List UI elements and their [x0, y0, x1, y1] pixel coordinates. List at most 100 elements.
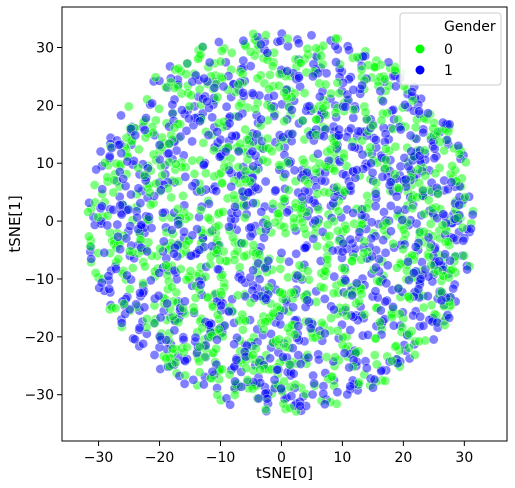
scatter-point-gender-0 — [284, 403, 295, 413]
scatter-point-gender-0 — [407, 203, 418, 214]
scatter-point-gender-0 — [454, 149, 465, 159]
scatter-point-gender-0 — [217, 364, 228, 375]
scatter-point-gender-0 — [268, 307, 279, 318]
scatter-point-gender-1 — [377, 171, 388, 182]
legend-items: 01 — [415, 42, 453, 79]
scatter-point-gender-0 — [321, 162, 332, 172]
scatter-point-gender-1 — [139, 125, 150, 135]
scatter-point-gender-1 — [143, 211, 154, 222]
scatter-point-gender-1 — [220, 146, 231, 157]
scatter-point-gender-0 — [247, 350, 258, 360]
scatter-point-gender-1 — [414, 106, 424, 117]
scatter-point-gender-1 — [281, 207, 292, 218]
scatter-point-gender-0 — [85, 241, 96, 252]
scatter-point-gender-0 — [213, 220, 224, 231]
scatter-point-gender-1 — [345, 181, 356, 191]
scatter-point-gender-0 — [328, 288, 339, 299]
scatter-point-gender-1 — [422, 291, 433, 301]
scatter-point-gender-0 — [195, 205, 206, 215]
scatter-point-gender-0 — [234, 262, 245, 273]
scatter-point-gender-1 — [99, 247, 110, 258]
scatter-point-gender-1 — [278, 351, 288, 362]
scatter-point-gender-0 — [324, 230, 335, 241]
scatter-point-gender-1 — [123, 204, 134, 215]
scatter-point-gender-1 — [381, 278, 392, 289]
scatter-point-gender-1 — [190, 332, 201, 343]
scatter-point-gender-1 — [86, 253, 97, 264]
scatter-point-gender-0 — [295, 58, 306, 68]
scatter-point-gender-0 — [332, 325, 343, 336]
scatter-point-gender-1 — [332, 387, 343, 397]
scatter-point-gender-1 — [397, 215, 408, 225]
scatter-point-gender-0 — [252, 73, 263, 84]
scatter-point-gender-1 — [260, 176, 271, 187]
scatter-point-gender-1 — [186, 250, 197, 261]
scatter-point-gender-0 — [274, 160, 285, 170]
scatter-point-gender-0 — [318, 103, 328, 114]
scatter-point-gender-1 — [446, 177, 457, 188]
legend: Gender 01 — [399, 12, 502, 86]
scatter-point-gender-0 — [205, 227, 215, 238]
scatter-point-gender-1 — [293, 321, 304, 332]
scatter-point-gender-1 — [297, 191, 307, 202]
scatter-point-gender-0 — [369, 62, 380, 73]
scatter-point-gender-0 — [325, 88, 336, 99]
scatter-point-gender-0 — [184, 101, 195, 112]
scatter-point-gender-0 — [83, 207, 93, 217]
scatter-point-gender-1 — [388, 320, 399, 331]
scatter-point-gender-0 — [173, 317, 184, 328]
scatter-point-gender-1 — [287, 128, 298, 139]
scatter-point-gender-0 — [299, 157, 310, 168]
scatter-point-gender-1 — [286, 105, 297, 115]
scatter-point-gender-0 — [268, 198, 278, 209]
scatter-point-gender-1 — [294, 72, 304, 83]
scatter-point-gender-0 — [354, 377, 364, 388]
scatter-point-gender-0 — [289, 329, 300, 340]
scatter-point-gender-0 — [237, 324, 248, 335]
scatter-point-gender-0 — [267, 146, 277, 157]
scatter-point-gender-1 — [153, 290, 164, 301]
scatter-point-gender-1 — [233, 111, 244, 122]
scatter-point-gender-0 — [150, 72, 161, 83]
scatter-point-gender-1 — [262, 393, 273, 404]
scatter-point-gender-0 — [170, 159, 181, 169]
scatter-point-gender-1 — [399, 99, 410, 110]
scatter-point-gender-0 — [139, 170, 150, 181]
scatter-point-gender-1 — [328, 304, 339, 315]
scatter-point-gender-1 — [319, 293, 330, 304]
scatter-point-gender-1 — [418, 127, 429, 138]
scatter-point-gender-1 — [221, 101, 232, 112]
scatter-point-gender-0 — [460, 192, 470, 203]
scatter-point-gender-1 — [366, 158, 376, 169]
scatter-point-gender-0 — [198, 137, 209, 148]
scatter-point-gender-0 — [178, 190, 188, 201]
scatter-point-gender-1 — [225, 399, 235, 410]
scatter-point-gender-0 — [239, 251, 249, 262]
scatter-point-gender-0 — [124, 246, 135, 257]
scatter-point-gender-0 — [425, 242, 435, 253]
scatter-point-gender-0 — [330, 33, 341, 44]
scatter-point-gender-0 — [322, 219, 333, 230]
scatter-point-gender-0 — [167, 343, 178, 354]
scatter-point-gender-1 — [224, 221, 234, 232]
scatter-point-gender-0 — [311, 43, 322, 54]
scatter-point-gender-1 — [368, 382, 378, 393]
scatter-point-gender-1 — [227, 130, 237, 141]
scatter-point-gender-0 — [207, 301, 218, 312]
scatter-point-gender-1 — [187, 136, 197, 147]
scatter-point-gender-1 — [366, 217, 377, 228]
scatter-point-gender-0 — [361, 203, 372, 214]
scatter-point-gender-0 — [232, 290, 243, 301]
scatter-point-gender-0 — [266, 103, 277, 114]
scatter-point-gender-1 — [319, 328, 330, 339]
scatter-point-gender-1 — [181, 125, 192, 136]
scatter-point-gender-1 — [321, 68, 332, 79]
scatter-point-gender-0 — [165, 77, 176, 88]
scatter-point-gender-0 — [212, 245, 223, 256]
scatter-point-gender-1 — [395, 124, 406, 135]
scatter-point-gender-0 — [189, 168, 200, 179]
scatter-point-gender-1 — [314, 91, 325, 102]
scatter-point-gender-1 — [288, 302, 298, 313]
scatter-point-gender-1 — [276, 383, 286, 394]
